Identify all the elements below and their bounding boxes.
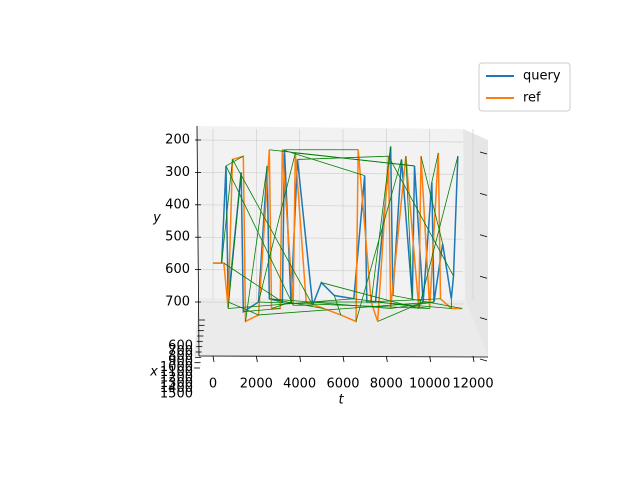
grid-line xyxy=(198,204,464,208)
alignment-line xyxy=(243,308,281,313)
alignment-line xyxy=(431,152,439,183)
alignment-line xyxy=(392,295,463,309)
y-axis-line xyxy=(196,125,200,357)
side-tick xyxy=(479,193,488,196)
x-tick xyxy=(385,355,388,363)
legend: query ref xyxy=(478,62,571,112)
alignment-line xyxy=(370,146,392,303)
x-tick xyxy=(429,355,432,363)
alignment-line xyxy=(282,149,365,177)
alignment-line xyxy=(228,301,259,316)
x-tick xyxy=(299,355,302,363)
x-tick xyxy=(255,355,258,363)
y-tick-label: 500 xyxy=(165,230,190,245)
z-tick-label: 700 xyxy=(168,344,193,359)
z-tick-label: 900 xyxy=(168,355,193,370)
alignment-line xyxy=(225,155,244,167)
side-tick xyxy=(479,317,488,320)
alignment-line xyxy=(245,165,268,322)
alignment-line xyxy=(355,159,402,322)
x-tick-label: 10000 xyxy=(409,377,450,392)
alignment-line xyxy=(228,298,354,309)
y-tick-label: 700 xyxy=(165,295,190,310)
z-axis-label: x xyxy=(149,365,158,380)
x-tick-label: 4000 xyxy=(283,377,316,392)
y-tick-label: 400 xyxy=(165,197,190,212)
legend-label: query xyxy=(523,69,561,84)
z-tick-label: 1200 xyxy=(160,371,193,386)
alignment-line xyxy=(295,152,415,167)
side-tick xyxy=(479,151,488,155)
x-tick-label: 0 xyxy=(209,377,217,392)
alignment-line xyxy=(418,156,459,309)
alignment-line xyxy=(388,156,454,277)
plot xyxy=(198,129,474,323)
side-tick xyxy=(479,275,488,279)
z-tick-label: 1400 xyxy=(160,381,193,396)
y-axis-label: y xyxy=(152,211,161,226)
z-tick-label: 1100 xyxy=(160,365,193,380)
floor-pane xyxy=(194,298,488,357)
series-line xyxy=(213,149,463,323)
x-tick xyxy=(472,355,475,363)
back-pane xyxy=(197,126,465,300)
legend-label: ref xyxy=(523,91,541,106)
z-tick-label: 1300 xyxy=(160,376,193,391)
alignment-line xyxy=(258,152,296,303)
t-axis-line xyxy=(198,355,489,358)
alignment-line xyxy=(232,159,314,306)
x-tick-label: 12000 xyxy=(452,377,493,392)
x-tick xyxy=(212,355,215,363)
x-tick-label: 2000 xyxy=(240,377,273,392)
side-tick xyxy=(479,358,488,362)
alignment-line xyxy=(223,262,283,303)
x-axis-label: t xyxy=(338,393,344,408)
z-tick-label: 1500 xyxy=(160,387,193,402)
y-tick-label: 200 xyxy=(165,133,190,148)
alignment-line xyxy=(375,301,452,309)
alignment-line xyxy=(227,172,242,309)
y-tick-label: 300 xyxy=(165,165,190,180)
z-tick-label: 800 xyxy=(168,349,193,364)
x-tick-label: 8000 xyxy=(370,377,403,392)
z-tick-label: 600 xyxy=(168,339,193,354)
alignment-line xyxy=(258,301,435,316)
x-tick-label: 6000 xyxy=(326,377,359,392)
side-tick xyxy=(479,234,488,238)
y-tick-label: 600 xyxy=(165,262,190,277)
grid-line xyxy=(198,139,464,143)
side-pane xyxy=(463,129,488,357)
alignment-line xyxy=(225,165,294,306)
alignment-line xyxy=(366,298,441,303)
z-tick-label: 1000 xyxy=(160,360,193,375)
alignment-line xyxy=(221,159,233,264)
alignment-line xyxy=(258,301,430,309)
alignment-line xyxy=(405,156,413,299)
x-tick xyxy=(342,355,345,363)
